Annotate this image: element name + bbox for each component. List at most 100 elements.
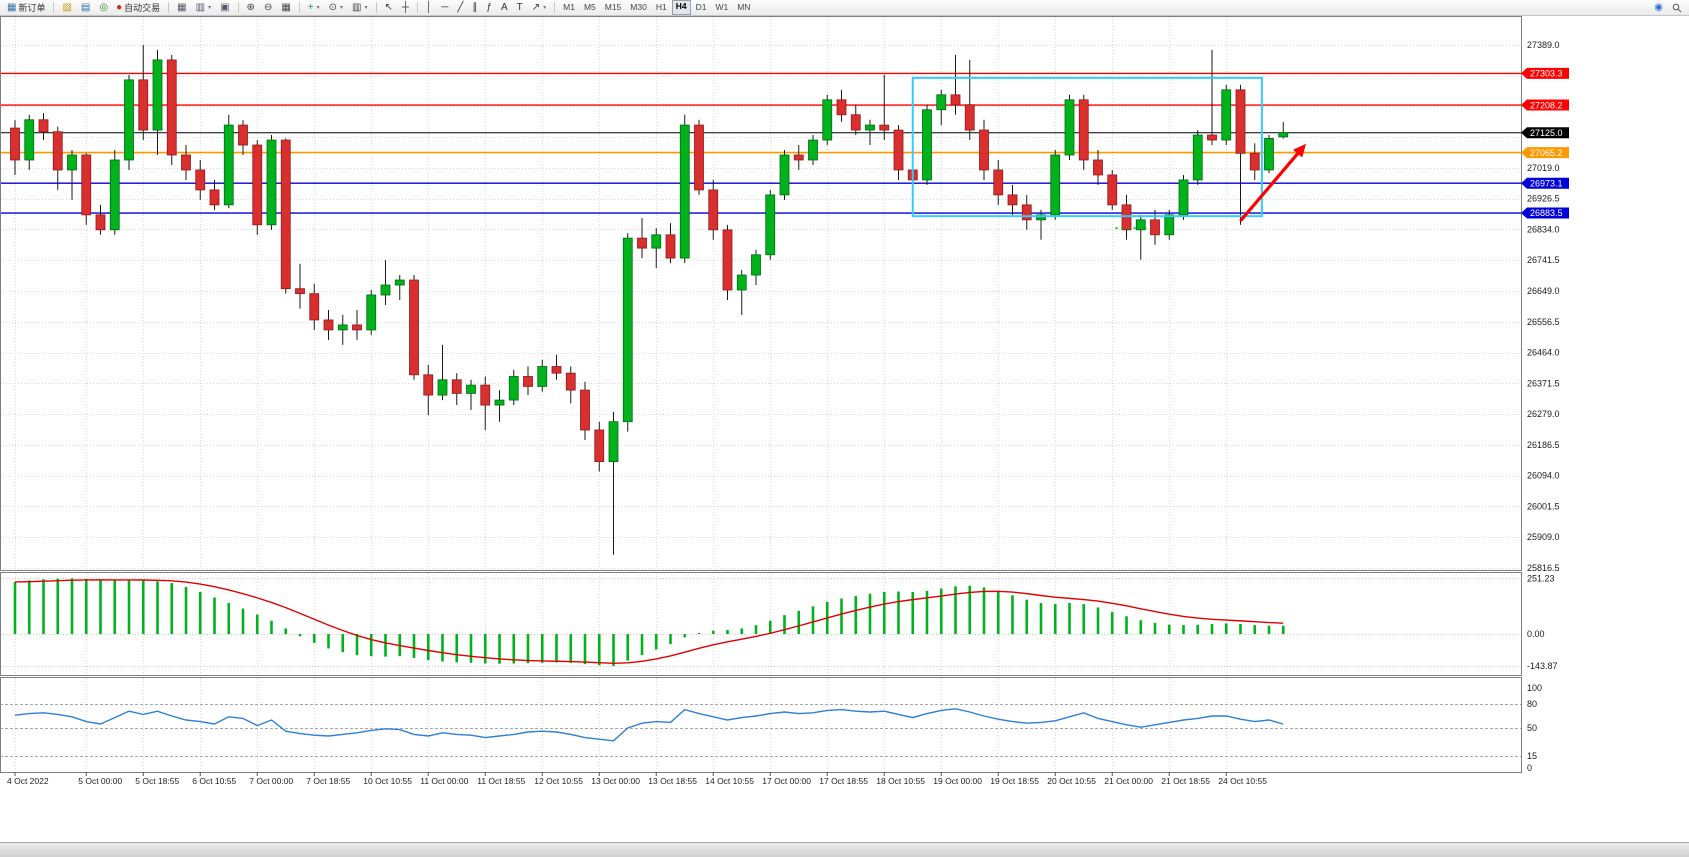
candle-body xyxy=(195,169,206,191)
chart-window[interactable]: JPN225-,H4 27112.5 27157.5 27107.5 27125… xyxy=(0,16,1689,842)
zoom-out-button[interactable]: ⊖ xyxy=(260,0,276,16)
vertical-line-button[interactable]: │ xyxy=(422,0,436,16)
new-order-label: 新订单 xyxy=(18,3,46,13)
candlestick-series[interactable] xyxy=(10,44,1289,555)
axis-label: 26741.5 xyxy=(1527,255,1560,265)
candle-body xyxy=(879,124,890,131)
equidistant-channel-button[interactable]: ∥ xyxy=(468,0,481,16)
axis-label: 21 Oct 00:00 xyxy=(1104,776,1153,786)
candle-body xyxy=(466,384,476,394)
time-axis[interactable]: 4 Oct 2022 5 Oct 00:00 5 Oct 18:55 6 Oct 10… xyxy=(7,772,1267,786)
text-button[interactable]: A xyxy=(497,0,512,16)
autotrading-label: 自动交易 xyxy=(124,3,161,13)
candle-body xyxy=(580,389,590,431)
candle-body xyxy=(223,124,234,206)
axis-label: 27303.3 xyxy=(1530,69,1563,79)
text-label-icon: T xyxy=(516,1,523,13)
trendline-button[interactable]: ╱ xyxy=(453,0,467,16)
community-button[interactable]: ◉ xyxy=(1650,0,1667,16)
candle-body xyxy=(138,79,149,131)
timeframe-w1-button[interactable]: W1 xyxy=(715,2,729,12)
trend-arrow-shaft[interactable] xyxy=(1239,148,1303,222)
axis-label: 21 Oct 18:55 xyxy=(1161,776,1210,786)
profiles-icon: ▥ xyxy=(195,1,206,13)
candle-body xyxy=(694,124,704,191)
timeframe-m1-button[interactable]: M1 xyxy=(563,2,575,12)
candle-body xyxy=(1064,99,1075,156)
axis-label: 26186.5 xyxy=(1527,440,1560,450)
axis-label: 7 Oct 00:00 xyxy=(249,776,293,786)
candle-body xyxy=(793,154,804,161)
cursor-button[interactable]: ↖ xyxy=(381,0,397,16)
timeframe-m5-button[interactable]: M5 xyxy=(583,2,596,12)
charts-folder-button[interactable]: ▧ xyxy=(58,0,75,16)
timeframe-m30-button[interactable]: M30 xyxy=(630,2,647,12)
chart-type-button[interactable]: ▥ ▾ xyxy=(348,0,371,16)
pane-border xyxy=(0,16,1522,571)
text-label-button[interactable]: T xyxy=(513,0,527,16)
candle-body xyxy=(993,169,1004,196)
fibonacci-button[interactable]: ƒ xyxy=(482,0,496,16)
new-chart-button[interactable]: ▦ xyxy=(173,0,190,16)
macd-signal-line xyxy=(14,579,1284,665)
price-chart-pane[interactable] xyxy=(0,16,1521,570)
period-clock-button[interactable]: ⊙ ▾ xyxy=(325,0,347,16)
indicators-add-icon: + xyxy=(307,1,314,13)
grid xyxy=(0,17,1521,771)
axis-label: 26926.5 xyxy=(1527,194,1560,204)
indicators-add-button[interactable]: + ▾ xyxy=(304,0,324,16)
toolbar-separator xyxy=(237,2,239,13)
axis-label: 50 xyxy=(1527,723,1537,733)
search-button[interactable] xyxy=(1668,0,1686,16)
equidistant-channel-icon: ∥ xyxy=(472,1,478,13)
candle-body xyxy=(1235,89,1246,154)
candle-body xyxy=(409,279,419,376)
crosshair-icon: ┼ xyxy=(401,1,409,13)
horizontal-line-icon: ─ xyxy=(441,1,449,13)
rsi-pane[interactable] xyxy=(0,677,1521,772)
market-watch-button[interactable]: ▤ xyxy=(77,0,94,16)
price-axis[interactable]: 27389.0 27019.0 26926.5 26834.0 26741.5 26649… xyxy=(1521,40,1569,773)
candle-body xyxy=(309,293,320,321)
candle-body xyxy=(38,119,49,133)
tile-windows-button[interactable]: ▦ xyxy=(277,0,294,16)
macd-pane[interactable] xyxy=(0,572,1521,675)
candle-body xyxy=(679,124,690,259)
timeframe-h4-button[interactable]: H4 xyxy=(671,0,691,15)
candle-body xyxy=(494,399,505,406)
timeframe-h1-button[interactable]: H1 xyxy=(655,2,667,12)
axis-label: 26834.0 xyxy=(1527,224,1560,234)
cascade-windows-icon: ▣ xyxy=(220,1,230,13)
candle-body xyxy=(865,124,875,131)
profiles-button[interactable]: ▥ ▾ xyxy=(192,0,215,16)
candle-body xyxy=(24,119,35,161)
axis-label: 26464.0 xyxy=(1527,348,1560,358)
new-order-button[interactable]: ▦ 新订单 xyxy=(3,0,49,16)
price-tag xyxy=(1521,99,1569,111)
axis-label: 4 Oct 2022 xyxy=(7,776,49,786)
cascade-windows-button[interactable]: ▣ xyxy=(216,0,233,16)
candle-body xyxy=(836,99,847,116)
candle-body xyxy=(551,366,562,374)
timeframe-mn-button[interactable]: MN xyxy=(737,2,751,12)
candle-body xyxy=(1050,154,1061,216)
candle-body xyxy=(651,234,662,249)
timeframe-d1-button[interactable]: D1 xyxy=(695,2,707,12)
axis-label: 25909.0 xyxy=(1527,532,1560,542)
autotrading-button[interactable]: ● 自动交易 xyxy=(112,0,164,16)
candle-body xyxy=(565,372,576,391)
rsi-line xyxy=(14,708,1284,742)
axis-label: 15 xyxy=(1527,751,1537,761)
trend-arrow-head[interactable] xyxy=(1293,143,1307,158)
zoom-in-button[interactable]: ⊕ xyxy=(243,0,259,16)
crosshair-button[interactable]: ┼ xyxy=(398,0,413,16)
candle-body xyxy=(622,237,633,423)
arrows-button[interactable]: ↗ ▾ xyxy=(528,0,550,16)
timeframe-m15-button[interactable]: M15 xyxy=(604,2,622,12)
highlight-rectangle[interactable] xyxy=(911,76,1263,218)
horizontal-line-button[interactable]: ─ xyxy=(437,0,452,16)
toolbar-separator xyxy=(554,2,556,13)
candle-body xyxy=(508,376,519,401)
chart-type-icon: ▥ xyxy=(352,1,362,13)
navigator-button[interactable]: ◎ xyxy=(95,0,112,16)
